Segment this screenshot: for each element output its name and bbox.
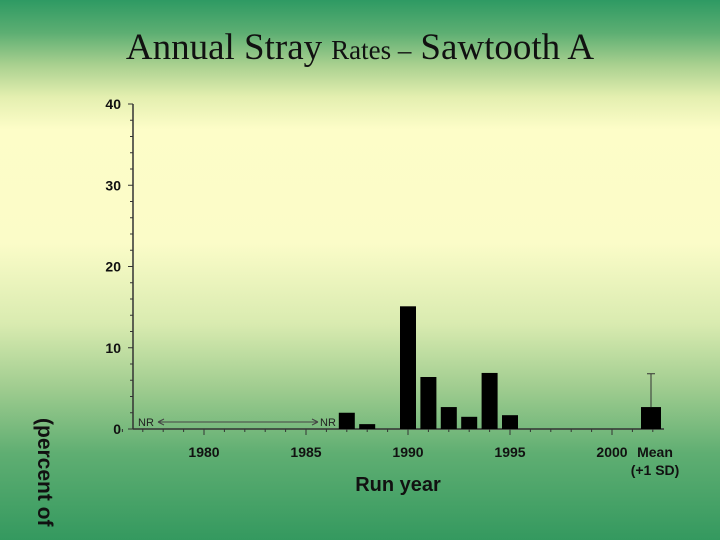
y-axis-ticks: 0 10 20 30 40 [105, 96, 133, 437]
x-axis-label: Run year [355, 474, 441, 496]
bar-1990 [400, 306, 416, 429]
bar-1987 [338, 412, 355, 429]
chart-bars [338, 306, 518, 429]
y-tick-label: 0 [113, 421, 121, 437]
x-tick-label: 1985 [290, 444, 321, 460]
bar-1991 [420, 377, 437, 429]
title-part-1: Annual Stray [125, 27, 323, 68]
y-axis-label-box: (percent of [24, 418, 64, 540]
y-tick-label: 20 [105, 259, 121, 275]
title-part-2: Rates – [331, 35, 412, 65]
y-tick-label: 30 [105, 177, 121, 193]
x-axis-ticks: 1980 1985 1990 1995 2000 [121, 429, 654, 460]
y-tick-label: 10 [105, 340, 121, 356]
bar-1994 [481, 372, 498, 429]
mean-bar-group: Mean (+1 SD) [631, 373, 680, 478]
nr-label-right: NR [320, 417, 336, 429]
mean-label: Mean [637, 444, 673, 460]
bar-1993 [461, 416, 478, 429]
x-tick-label: 1980 [188, 444, 219, 460]
slide-title: Annual Stray Rates – Sawtooth A [0, 26, 720, 69]
mean-bar [641, 407, 661, 429]
bar-1995 [502, 415, 518, 429]
x-tick-label: 1995 [494, 444, 525, 460]
y-axis-label: (percent of [33, 418, 56, 527]
nr-arrow-head-left [157, 418, 165, 426]
title-part-3: Sawtooth A [420, 27, 595, 68]
nr-label-left: NR [138, 417, 154, 429]
y-tick-label: 40 [105, 96, 121, 112]
chart-axes [132, 104, 664, 430]
x-tick-label: 2000 [596, 444, 627, 460]
x-tick-label: 1990 [392, 444, 423, 460]
bar-1992 [440, 407, 457, 429]
not-reported-span: NR NR [138, 417, 336, 429]
bar-1988 [359, 424, 376, 429]
mean-sd-label: (+1 SD) [631, 462, 680, 478]
nr-arrow-head-right [311, 418, 319, 426]
